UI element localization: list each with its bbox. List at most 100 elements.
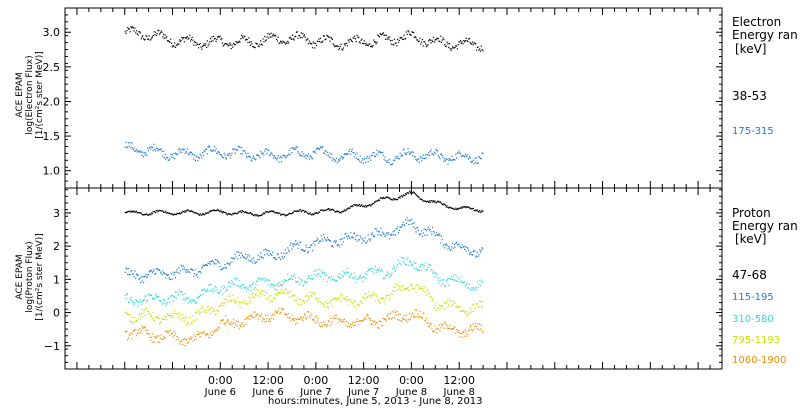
electron-data-point bbox=[170, 42, 173, 44]
electron-data-point bbox=[247, 41, 249, 44]
proton-data-point bbox=[405, 319, 407, 321]
electron-data-point bbox=[406, 33, 408, 35]
proton-data-point bbox=[377, 268, 379, 271]
electron-data-point bbox=[354, 153, 357, 155]
proton-data-point bbox=[466, 335, 468, 337]
proton-data-point bbox=[358, 324, 360, 326]
proton-data-point bbox=[338, 212, 341, 214]
proton-data-point bbox=[344, 233, 346, 235]
proton-data-point bbox=[351, 277, 353, 279]
electron-data-point bbox=[300, 32, 302, 34]
proton-data-point bbox=[457, 243, 459, 245]
proton-data-point bbox=[189, 338, 191, 340]
proton-data-point bbox=[480, 249, 482, 252]
proton-data-point bbox=[233, 300, 235, 302]
electron-data-point bbox=[260, 43, 263, 45]
electron-data-point bbox=[286, 42, 288, 44]
electron-data-point bbox=[402, 38, 404, 41]
electron-data-point bbox=[165, 158, 167, 160]
proton-data-point bbox=[474, 250, 476, 252]
proton-data-point bbox=[182, 265, 185, 267]
electron-legend-title: Electron Energy ran bbox=[732, 16, 798, 42]
electron-data-point bbox=[427, 44, 429, 46]
proton-data-point bbox=[190, 316, 192, 318]
proton-data-point bbox=[322, 324, 324, 327]
proton-data-point bbox=[268, 301, 271, 303]
electron-data-point bbox=[228, 155, 230, 157]
proton-data-point bbox=[229, 299, 231, 301]
proton-data-point bbox=[160, 300, 162, 302]
electron-data-point bbox=[450, 159, 452, 161]
proton-data-point bbox=[247, 286, 249, 288]
electron-data-point bbox=[164, 34, 166, 36]
electron-data-point bbox=[413, 31, 415, 34]
proton-data-point bbox=[167, 314, 169, 317]
electron-data-point bbox=[456, 157, 458, 159]
proton-data-point bbox=[314, 316, 316, 318]
proton-data-point bbox=[401, 224, 404, 226]
proton-data-point bbox=[253, 288, 255, 290]
electron-data-point bbox=[201, 157, 203, 159]
electron-data-point bbox=[257, 154, 259, 156]
electron-data-point bbox=[163, 37, 165, 39]
proton-data-point bbox=[127, 294, 129, 296]
proton-data-point bbox=[217, 329, 219, 331]
proton-data-point bbox=[366, 242, 368, 244]
proton-data-point bbox=[213, 291, 215, 293]
proton-data-point bbox=[378, 267, 380, 269]
electron-data-point bbox=[138, 31, 140, 33]
electron-data-point bbox=[288, 153, 290, 155]
proton-data-point bbox=[418, 270, 420, 272]
proton-data-point bbox=[205, 290, 207, 292]
proton-data-point bbox=[397, 285, 400, 287]
proton-data-point bbox=[270, 317, 272, 319]
proton-data-point bbox=[358, 320, 361, 322]
electron-data-point bbox=[156, 33, 158, 35]
proton-data-point bbox=[371, 203, 373, 205]
proton-data-point bbox=[202, 305, 204, 307]
proton-data-point bbox=[385, 274, 387, 276]
electron-data-point bbox=[266, 152, 268, 155]
electron-data-point bbox=[310, 156, 312, 158]
proton-data-point bbox=[185, 271, 187, 273]
proton-data-point bbox=[479, 210, 481, 212]
proton-data-point bbox=[359, 275, 361, 277]
proton-data-point bbox=[335, 298, 337, 300]
electron-data-point bbox=[198, 47, 200, 49]
electron-data-point bbox=[366, 156, 368, 158]
electron-data-point bbox=[215, 40, 217, 42]
proton-data-point bbox=[358, 303, 360, 305]
proton-data-point bbox=[408, 223, 410, 226]
proton-data-point bbox=[422, 200, 424, 202]
proton-data-point bbox=[183, 211, 185, 213]
proton-data-point bbox=[199, 312, 201, 314]
electron-data-point bbox=[352, 151, 354, 154]
proton-data-point bbox=[127, 313, 129, 316]
electron-data-point bbox=[124, 31, 126, 33]
electron-data-point bbox=[304, 154, 306, 156]
proton-data-point bbox=[311, 250, 314, 252]
electron-data-point bbox=[254, 159, 256, 161]
proton-data-point bbox=[448, 304, 450, 306]
proton-data-point bbox=[478, 329, 480, 331]
proton-data-point bbox=[330, 300, 332, 302]
electron-data-point bbox=[458, 41, 460, 43]
electron-data-point bbox=[362, 162, 364, 164]
electron-data-point bbox=[466, 156, 468, 158]
proton-data-point bbox=[238, 279, 240, 281]
proton-data-point bbox=[405, 287, 407, 289]
electron-data-point bbox=[426, 45, 428, 47]
proton-data-point bbox=[170, 314, 172, 316]
proton-data-point bbox=[295, 281, 298, 283]
proton-data-point bbox=[155, 295, 157, 297]
proton-data-point bbox=[155, 336, 157, 338]
proton-data-point bbox=[128, 274, 130, 276]
electron-data-point bbox=[356, 34, 358, 36]
proton-data-point bbox=[282, 257, 284, 259]
proton-data-point bbox=[365, 277, 367, 279]
proton-data-point bbox=[239, 211, 241, 213]
proton-data-point bbox=[355, 204, 357, 206]
proton-data-point bbox=[420, 264, 422, 266]
proton-data-point bbox=[266, 317, 268, 320]
proton-data-point bbox=[159, 321, 161, 323]
